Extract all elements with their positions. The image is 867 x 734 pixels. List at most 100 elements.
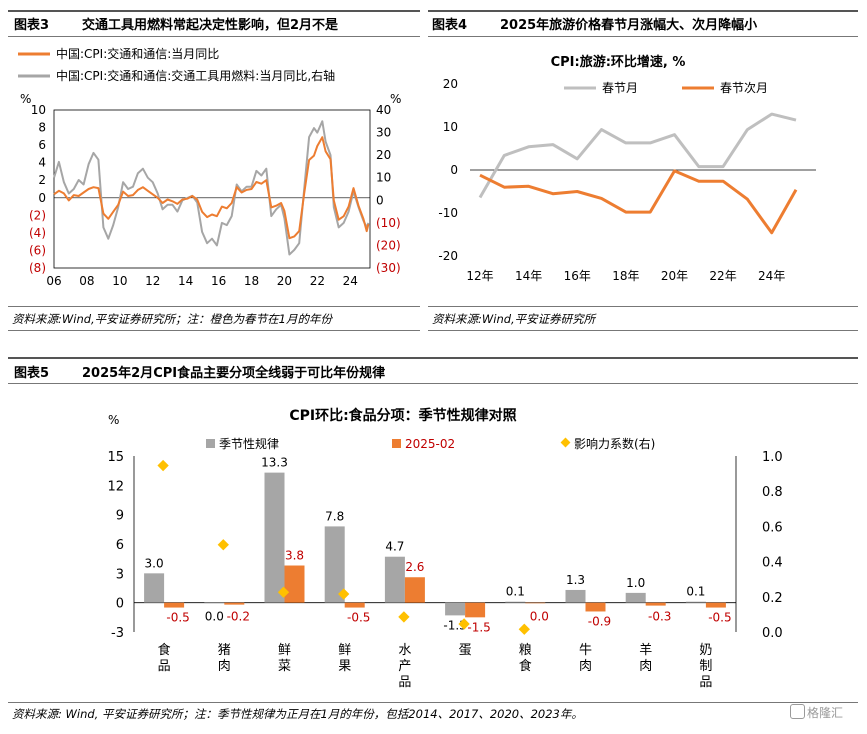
data-label: 3.8: [285, 549, 304, 563]
diamond-marker: [217, 539, 229, 551]
category-label: 牛: [579, 643, 592, 658]
right-tick-label: 0.8: [762, 485, 783, 500]
diamond-marker: [398, 611, 410, 623]
diamond-marker: [518, 623, 530, 635]
category-label: 猪: [218, 643, 231, 658]
right-tick-label: 0.2: [762, 591, 783, 606]
bar: [404, 577, 425, 603]
fig3-legend: 中国:CPI:交通和通信:当月同比中国:CPI:交通和通信:交通工具用燃料:当月…: [18, 46, 335, 83]
bar: [144, 573, 165, 603]
fig5-source: 资料来源: Wind, 平安证券研究所；注：季节性规律为正月在1月的年份，包括2…: [12, 707, 583, 721]
series-line: [53, 120, 370, 256]
right-tick-label: 1.0: [762, 450, 783, 465]
legend-label: 季节性规律: [219, 436, 279, 451]
left-tick-label: 0: [38, 191, 46, 205]
data-label: -0.3: [648, 610, 671, 624]
chart-title: CPI环比:食品分项：季节性规律对照: [289, 407, 516, 424]
left-tick-label: (6): [29, 243, 46, 257]
category-label: 粮: [519, 643, 532, 658]
fig5-source-rule: [8, 702, 858, 703]
y-tick-label: 0: [450, 163, 458, 177]
left-tick-label: 15: [107, 450, 124, 465]
fig4-source-rule: [428, 306, 858, 307]
data-label: 4.7: [385, 540, 404, 554]
series-line: [478, 112, 797, 199]
category-label: 制: [699, 659, 712, 674]
fig4-header: 图表4: [432, 18, 468, 33]
left-tick-label: 6: [38, 138, 46, 152]
fig4-chart-title: CPI:旅游:环比增速, %: [551, 54, 686, 70]
legend-label: 春节月: [602, 81, 638, 95]
category-label: 水: [398, 643, 411, 658]
category-label: 产: [398, 659, 411, 674]
left-tick-label: 9: [116, 509, 124, 524]
bar: [324, 526, 345, 603]
fig3-title-rule: [8, 36, 420, 37]
bar: [224, 602, 245, 605]
x-tick-label: 18年: [612, 269, 639, 283]
data-label: 7.8: [325, 509, 344, 523]
fig3-top-rule: [8, 10, 420, 12]
fig4-source: 资料来源:Wind,平安证券研究所: [432, 312, 596, 326]
x-tick-label: 20年: [661, 269, 688, 283]
series-line: [479, 169, 798, 235]
data-label: 0.1: [686, 585, 705, 599]
data-label: -0.5: [347, 611, 370, 625]
legend-swatch: [560, 437, 571, 448]
fig5-chart-title: CPI环比:食品分项：季节性规律对照: [289, 407, 516, 424]
category-label: 奶: [699, 643, 712, 658]
left-tick-label: 8: [38, 121, 46, 135]
bar: [344, 602, 365, 608]
right-tick-label: 40: [376, 103, 391, 117]
left-tick-label: 2: [38, 173, 46, 187]
category-label: 品: [158, 659, 171, 674]
x-tick-label: 24年: [758, 269, 785, 283]
fig5-title-rule: [8, 383, 858, 384]
right-tick-label: 0: [376, 193, 384, 207]
category-label: 食: [519, 658, 532, 674]
bar: [565, 589, 586, 603]
left-tick-label: (8): [29, 261, 46, 275]
legend-label: 中国:CPI:交通和通信:交通工具用燃料:当月同比,右轴: [56, 68, 335, 83]
y-tick-label: -20: [438, 249, 458, 263]
data-label: -0.9: [588, 614, 611, 628]
x-tick-label: 16年: [564, 269, 591, 283]
left-tick-label: 3: [116, 567, 124, 582]
x-tick-label: 18: [244, 274, 259, 288]
bar: [445, 602, 466, 616]
fig4-chart: CPI:旅游:环比增速, % 春节月 春节次月 20 10 0 -10 -20 12年 14年…: [438, 54, 816, 283]
right-tick-label: (10): [376, 216, 401, 230]
bar: [204, 602, 225, 604]
data-label: -0.5: [708, 611, 731, 625]
bar: [625, 592, 646, 603]
fig4-title: 2025年旅游价格春节月涨幅大、次月降幅小: [500, 18, 758, 33]
fig3-bottom-rule: [8, 330, 420, 331]
fig5-legend: 季节性规律 2025-02 影响力系数(右): [206, 436, 655, 451]
category-label: 肉: [639, 659, 652, 674]
fig5-header: 图表5: [14, 366, 50, 381]
watermark-logo-icon: [790, 704, 805, 719]
right-tick-label: 30: [376, 126, 391, 140]
category-label: 鲜: [338, 643, 351, 658]
fig5-axes: %15129630-31.00.80.60.40.20.0食品猪肉鲜菜鲜果水产品…: [107, 413, 782, 690]
left-tick-label: 10: [31, 103, 46, 117]
bar: [264, 472, 285, 603]
y-tick-label: 10: [443, 120, 458, 134]
bar: [705, 602, 726, 608]
bar: [645, 602, 666, 606]
right-tick-label: 20: [376, 148, 391, 162]
diamond-marker: [277, 586, 290, 598]
data-label: -0.2: [227, 610, 250, 624]
category-label: 肉: [579, 659, 592, 674]
x-tick-label: 10: [112, 274, 127, 288]
data-label: -0.5: [166, 611, 189, 625]
category-label: 果: [338, 659, 351, 674]
fig4-top-rule: [428, 10, 858, 12]
legend-swatch: [206, 439, 215, 448]
data-label: 2.6: [405, 560, 424, 574]
right-tick-label: 0.6: [762, 520, 783, 535]
fig3-chart: 中国:CPI:交通和通信:当月同比中国:CPI:交通和通信:交通工具用燃料:当月…: [18, 46, 401, 288]
x-tick-label: 22: [310, 274, 325, 288]
fig3-lines: [53, 120, 370, 256]
diamond-marker: [157, 459, 169, 472]
